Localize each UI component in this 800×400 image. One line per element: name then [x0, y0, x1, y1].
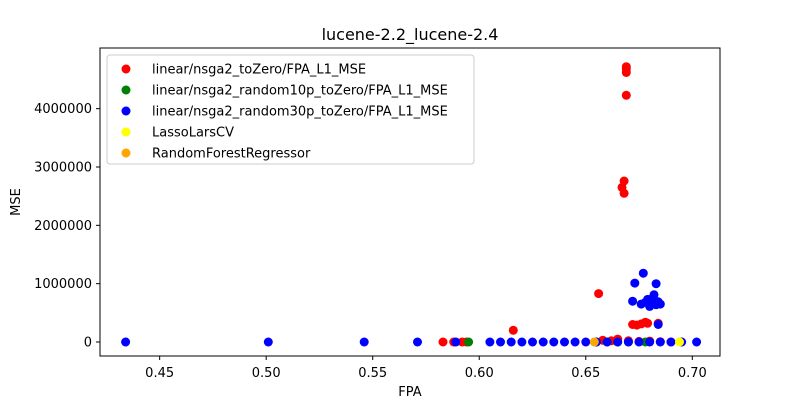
y-axis-label: MSE: [9, 188, 24, 216]
chart-title: lucene-2.2_lucene-2.4: [322, 25, 499, 45]
data-point: [581, 337, 591, 347]
data-point: [538, 337, 548, 347]
data-point: [655, 337, 665, 347]
y-tick-label: 4000000: [34, 102, 92, 117]
x-axis-label: FPA: [398, 385, 421, 400]
legend-label: LassoLarsCV: [152, 126, 234, 141]
data-point: [653, 320, 663, 329]
legend-label: linear/nsga2_random10p_toZero/FPA_L1_MSE: [152, 84, 448, 99]
legend-marker: [121, 127, 131, 137]
data-point: [621, 90, 631, 100]
data-point: [692, 337, 702, 347]
plot-area-frame: [99, 47, 721, 357]
data-point: [549, 337, 559, 347]
data-point: [602, 337, 612, 347]
x-tick-label: 0.60: [465, 366, 494, 381]
y-tick-label: 2000000: [34, 219, 92, 234]
data-point: [121, 337, 131, 347]
data-point: [643, 318, 653, 328]
data-point: [619, 176, 629, 186]
data-point: [506, 337, 516, 347]
data-point: [263, 337, 273, 347]
legend-marker: [121, 148, 131, 158]
legend-label: linear/nsga2_random30p_toZero/FPA_L1_MSE: [152, 105, 448, 120]
data-point: [594, 289, 604, 299]
data-point: [651, 279, 661, 289]
x-tick-label: 0.70: [678, 366, 707, 381]
data-point: [438, 337, 448, 347]
x-tick-label: 0.50: [252, 366, 281, 381]
data-point: [621, 62, 631, 72]
data-point: [634, 337, 644, 347]
data-point: [623, 337, 633, 347]
y-tick-label: 0: [84, 336, 92, 351]
data-point: [560, 337, 569, 347]
data-point: [570, 337, 580, 347]
data-point: [619, 188, 629, 198]
legend-items: linear/nsga2_toZero/FPA_L1_MSE linear/nsg…: [121, 63, 448, 162]
data-point: [666, 337, 676, 347]
legend-marker: [121, 64, 131, 74]
data-point: [508, 325, 518, 335]
data-point: [413, 337, 422, 347]
data-point: [613, 337, 623, 347]
x-tick-label: 0.55: [358, 366, 387, 381]
y-axis-ticks: 0 1000000 2000000 3000000 4000000: [34, 102, 100, 351]
x-tick-label: 0.65: [571, 366, 600, 381]
data-point: [359, 337, 369, 347]
data-point: [517, 337, 527, 347]
data-point: [649, 290, 659, 300]
data-point: [628, 296, 638, 306]
data-point: [589, 337, 599, 347]
legend-marker: [121, 106, 131, 116]
y-tick-label: 1000000: [34, 277, 92, 292]
data-point: [638, 268, 648, 278]
legend-marker: [121, 85, 131, 95]
data-point: [645, 337, 655, 347]
y-tick-label: 3000000: [34, 161, 92, 176]
data-point: [675, 337, 684, 347]
legend-label: RandomForestRegressor: [152, 147, 311, 162]
legend-label: linear/nsga2_toZero/FPA_L1_MSE: [152, 63, 366, 78]
x-axis-ticks: 0.45 0.50 0.55 0.60 0.65 0.70: [145, 356, 707, 381]
data-point: [655, 299, 665, 309]
data-point: [528, 337, 537, 347]
legend-box: [106, 54, 475, 165]
x-tick-label: 0.45: [145, 366, 174, 381]
data-point: [464, 337, 474, 347]
data-points: [121, 62, 702, 347]
data-point: [496, 337, 505, 347]
data-point: [485, 337, 495, 347]
data-point: [630, 278, 640, 288]
data-point: [451, 337, 461, 347]
legend: linear/nsga2_toZero/FPA_L1_MSE linear/nsg…: [106, 54, 475, 165]
